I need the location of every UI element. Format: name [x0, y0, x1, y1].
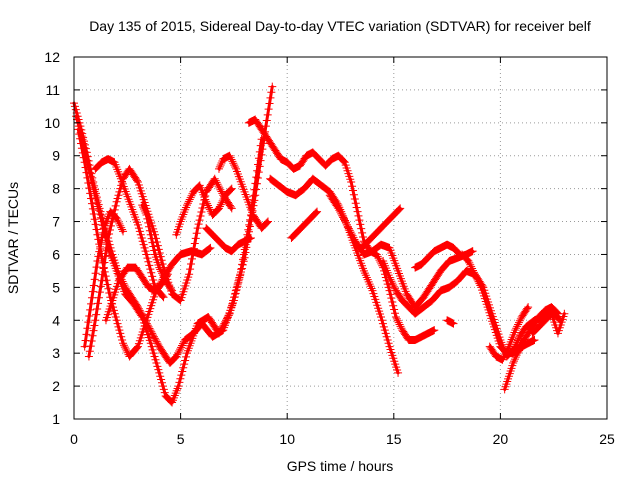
y-tick-label: 1 — [52, 411, 60, 427]
series-track-7 — [80, 207, 128, 351]
y-tick-label: 6 — [52, 246, 60, 262]
series-points — [443, 316, 458, 328]
series-track-2 — [72, 112, 266, 407]
series-track-15 — [325, 191, 477, 312]
series-track-22 — [528, 309, 569, 338]
x-tick-label: 15 — [386, 431, 402, 447]
series-track-9 — [172, 181, 236, 239]
y-tick-label: 5 — [52, 279, 60, 295]
x-tick-label: 10 — [279, 431, 295, 447]
series-points — [411, 240, 464, 272]
series-points — [287, 207, 322, 242]
series-points — [101, 263, 172, 325]
plot-frame — [73, 56, 608, 420]
plot-area — [70, 82, 569, 407]
series-points — [214, 151, 273, 233]
series-track-16 — [357, 204, 405, 252]
x-axis-title: GPS time / hours — [287, 458, 394, 474]
series-track-11 — [214, 151, 273, 233]
series-points — [138, 201, 177, 295]
y-tick-label: 11 — [45, 82, 60, 98]
series-points — [202, 224, 255, 256]
series-points — [485, 303, 533, 364]
y-tick-label: 10 — [44, 115, 60, 131]
x-tick-label: 0 — [70, 431, 78, 447]
y-tick-label: 12 — [44, 49, 60, 65]
series-points — [80, 207, 128, 351]
series-points — [72, 112, 266, 407]
series-points — [528, 309, 569, 338]
x-tick-label: 20 — [493, 431, 509, 447]
x-tick-label: 5 — [177, 431, 185, 447]
series-track-6 — [101, 263, 172, 325]
chart-title: Day 135 of 2015, Sidereal Day-to-day VTE… — [89, 18, 591, 34]
series-points — [172, 181, 236, 239]
series-track-21 — [500, 336, 539, 394]
y-tick-label: 7 — [52, 214, 60, 230]
series-track-23 — [443, 316, 458, 328]
series-track-8 — [138, 201, 177, 295]
series-track-14 — [287, 207, 322, 242]
series-points — [357, 204, 405, 252]
y-tick-label: 3 — [52, 345, 60, 361]
y-tick-label: 2 — [52, 378, 60, 394]
x-tick-label: 25 — [599, 431, 615, 447]
series-track-18 — [411, 240, 464, 272]
y-tick-label: 8 — [52, 181, 60, 197]
series-track-5 — [91, 155, 168, 302]
series-track-10 — [202, 224, 255, 256]
y-axis-title: SDTVAR / TECUs — [5, 182, 21, 294]
y-tick-label: 9 — [52, 148, 60, 164]
y-tick-label: 4 — [52, 312, 60, 328]
series-points — [325, 191, 477, 312]
series-track-20 — [485, 303, 533, 364]
series-points — [500, 336, 539, 394]
